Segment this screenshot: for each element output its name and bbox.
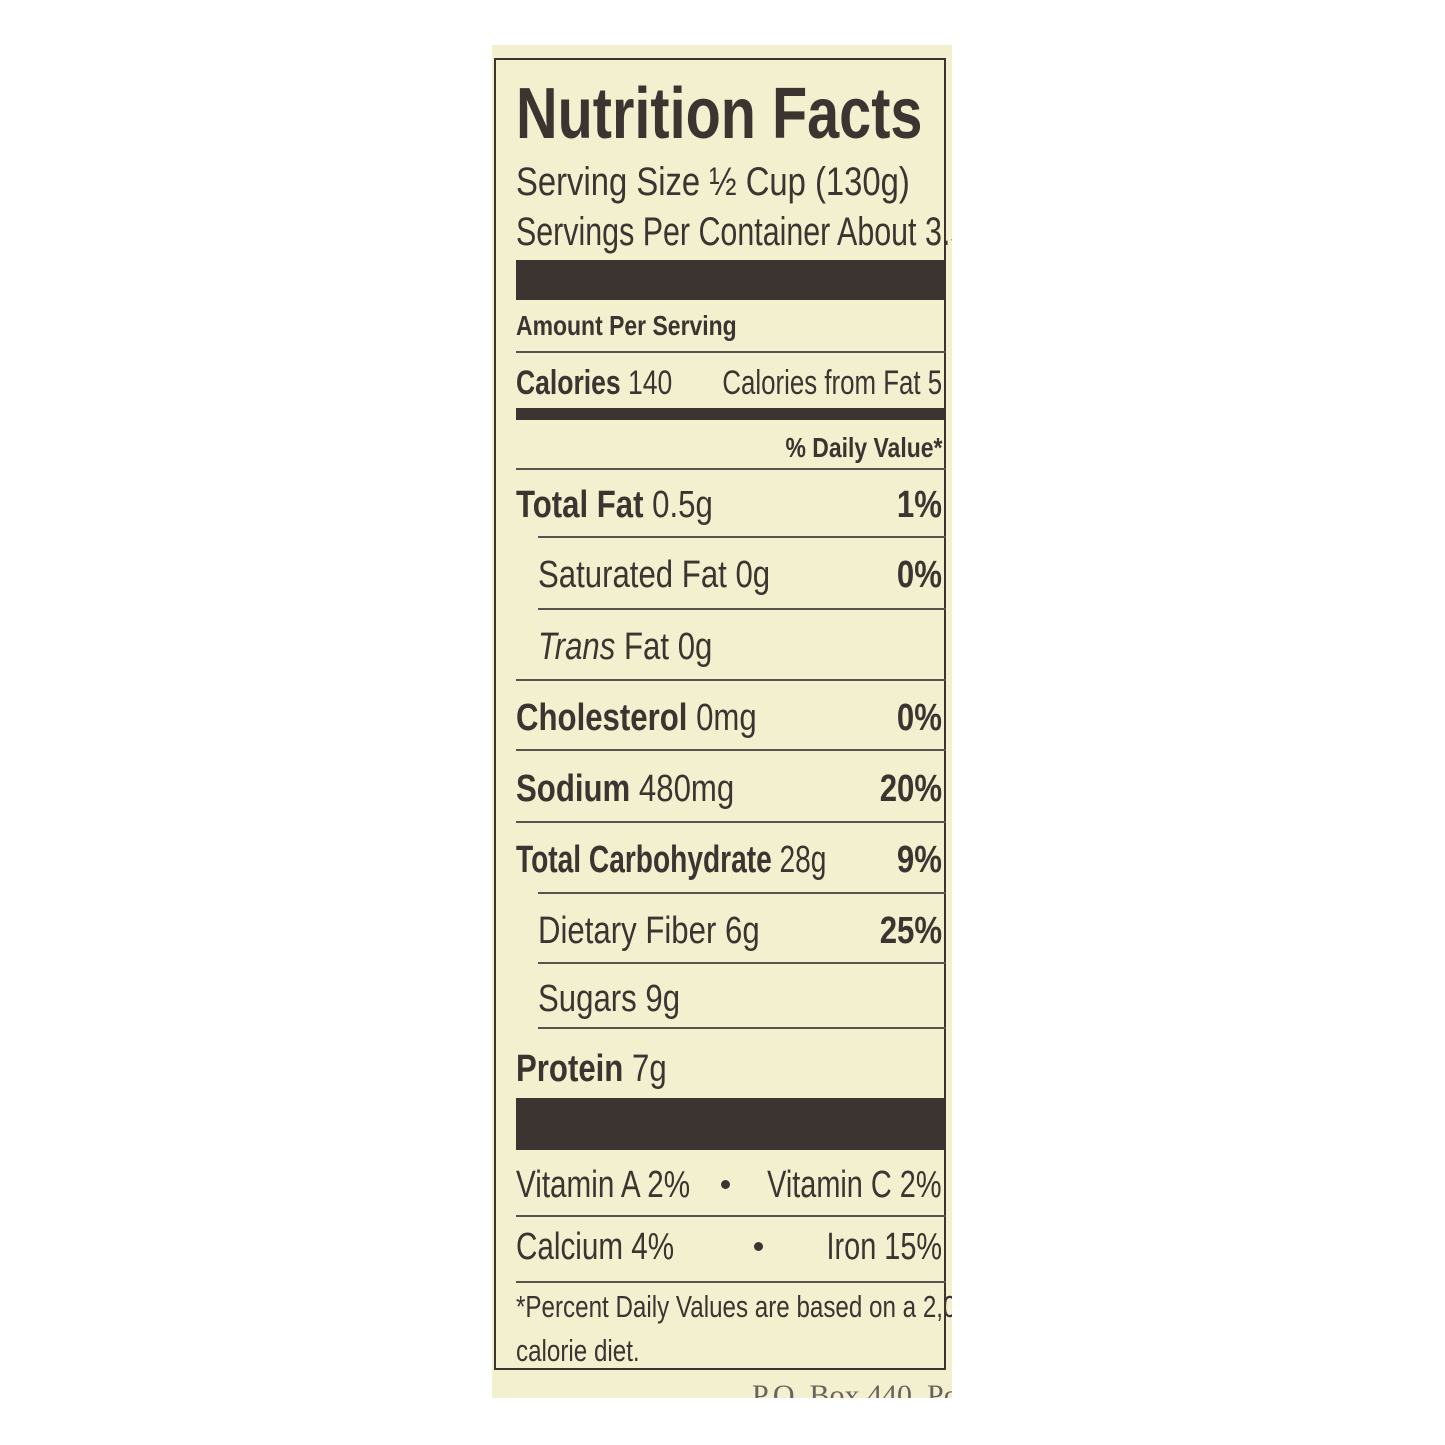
label-title: Nutrition Facts [516, 74, 923, 154]
vitamins-row-2: Calcium 4% Iron 15% [516, 1226, 942, 1268]
nutrient-dietary-fiber: Dietary Fiber 6g 25% [538, 910, 942, 952]
divider [538, 536, 946, 538]
nutrient-saturated-fat: Saturated Fat 0g 0% [538, 554, 942, 596]
nutrient-sodium: Sodium 480mg 20% [516, 768, 942, 810]
divider [516, 679, 946, 681]
nutrient-sugars: Sugars 9g [538, 978, 681, 1020]
vitamins-row-1: Vitamin A 2% Vitamin C 2% [516, 1164, 942, 1206]
daily-value-header: % Daily Value* [785, 432, 942, 463]
bullet-icon [721, 1180, 730, 1189]
footnote-line-2: calorie diet. [516, 1333, 640, 1368]
calories-row: Calories 140 Calories from Fat 5 [516, 364, 942, 402]
nutrient-trans-fat: Trans Fat 0g [538, 626, 713, 668]
divider [538, 892, 946, 894]
nutrient-cholesterol: Cholesterol 0mg 0% [516, 697, 942, 739]
divider [516, 351, 946, 353]
label-border [494, 58, 946, 1370]
nutrient-total-carbohydrate: Total Carbohydrate 28g 9% [516, 839, 942, 881]
divider [516, 1215, 946, 1217]
amount-per-serving: Amount Per Serving [516, 310, 737, 341]
footnote-line-1: *Percent Daily Values are based on a 2,0… [516, 1289, 952, 1324]
thick-divider [516, 1098, 946, 1150]
thick-divider [516, 260, 946, 300]
serving-size: Serving Size ½ Cup (130g) [516, 160, 910, 204]
nutrient-total-fat: Total Fat 0.5g 1% [516, 484, 942, 526]
divider [538, 1027, 946, 1029]
nutrient-protein: Protein 7g [516, 1048, 667, 1090]
divider [516, 1281, 946, 1283]
divider [516, 821, 946, 823]
servings-per-container: Servings Per Container About 3.5 [516, 210, 952, 254]
below-label-text: P.O. Box 440, Portl [752, 1379, 952, 1398]
divider [516, 749, 946, 751]
divider [538, 962, 946, 964]
medium-divider [516, 408, 946, 420]
bullet-icon [754, 1242, 763, 1251]
nutrition-label: Nutrition Facts Serving Size ½ Cup (130g… [492, 45, 952, 1398]
divider [538, 608, 946, 610]
divider [516, 468, 946, 470]
